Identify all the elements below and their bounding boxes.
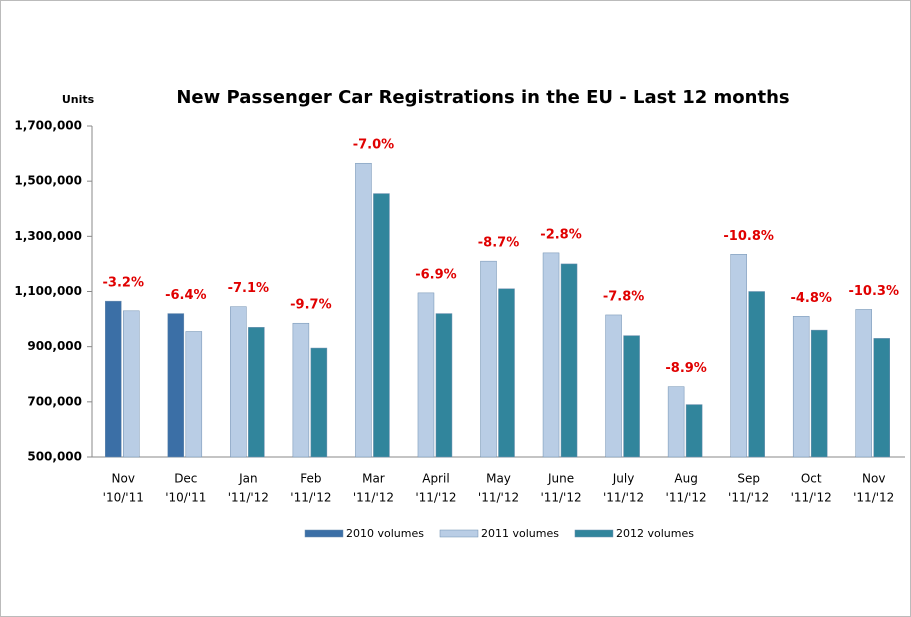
- bar: [230, 306, 247, 458]
- bar: [792, 316, 810, 458]
- bar: [685, 404, 703, 458]
- bar: [667, 386, 685, 458]
- bar: [605, 314, 622, 458]
- change-label: -6.9%: [415, 267, 456, 282]
- y-tick-label: 1,500,000: [14, 174, 82, 188]
- x-tick-sublabel: '11/'12: [228, 491, 269, 505]
- change-label: -7.1%: [228, 281, 269, 296]
- x-tick-label: Aug: [674, 472, 697, 486]
- bar: [355, 162, 372, 458]
- bar: [730, 254, 747, 458]
- bar: [123, 310, 140, 458]
- bar: [810, 329, 828, 458]
- change-label: -3.2%: [103, 276, 144, 291]
- x-tick-sublabel: '11/'12: [853, 491, 894, 505]
- bar: [185, 331, 203, 458]
- x-tick-label: Nov: [112, 472, 135, 486]
- bar: [167, 313, 185, 458]
- x-tick-sublabel: '10/'11: [103, 491, 144, 505]
- bar: [855, 309, 872, 458]
- bar: [873, 338, 890, 458]
- x-tick-label: April: [422, 472, 449, 486]
- x-tick-sublabel: '11/'12: [791, 491, 832, 505]
- bar: [373, 193, 390, 458]
- change-label: -7.0%: [353, 138, 394, 153]
- x-tick-sublabel: '11/'12: [353, 491, 394, 505]
- x-tick-sublabel: '11/'12: [728, 491, 769, 505]
- x-tick-label: July: [612, 472, 635, 486]
- bar: [435, 313, 453, 458]
- bar: [498, 288, 515, 458]
- x-tick-label: Feb: [300, 472, 321, 486]
- y-tick-label: 1,300,000: [14, 229, 82, 243]
- y-tick-label: 700,000: [27, 394, 82, 408]
- x-tick-sublabel: '11/'12: [603, 491, 644, 505]
- x-tick-label: Dec: [174, 472, 197, 486]
- bar: [560, 263, 578, 458]
- bar: [480, 260, 497, 458]
- change-label: -10.8%: [723, 229, 774, 244]
- x-tick-sublabel: '11/'12: [290, 491, 331, 505]
- legend-swatch: [574, 529, 614, 538]
- bar: [105, 300, 122, 458]
- y-tick-label: 1,100,000: [14, 284, 82, 298]
- bar: [748, 291, 765, 458]
- bar: [310, 347, 328, 458]
- x-tick-label: Nov: [862, 472, 885, 486]
- bar: [542, 252, 560, 458]
- y-tick-label: 1,700,000: [14, 119, 82, 133]
- x-tick-label: May: [486, 472, 511, 486]
- chart-title: New Passenger Car Registrations in the E…: [176, 87, 789, 108]
- legend-swatch: [304, 529, 344, 538]
- change-label: -7.8%: [603, 289, 644, 304]
- x-tick-sublabel: '11/'12: [540, 491, 581, 505]
- x-tick-label: Oct: [801, 472, 822, 486]
- change-label: -9.7%: [290, 298, 331, 313]
- change-label: -2.8%: [540, 227, 581, 242]
- legend-swatch: [439, 529, 479, 538]
- legend-label: 2012 volumes: [616, 527, 694, 540]
- bar: [417, 292, 435, 458]
- bar: [248, 327, 265, 458]
- y-tick-label: 900,000: [27, 339, 82, 353]
- legend-label: 2011 volumes: [481, 527, 559, 540]
- x-tick-sublabel: '11/'12: [415, 491, 456, 505]
- x-tick-label: Sep: [737, 472, 760, 486]
- y-axis-label: Units: [62, 93, 95, 106]
- change-label: -4.8%: [790, 291, 831, 306]
- bar: [292, 322, 310, 458]
- x-tick-label: Jan: [238, 472, 258, 486]
- change-label: -6.4%: [165, 288, 206, 303]
- legend-label: 2010 volumes: [346, 527, 424, 540]
- x-tick-sublabel: '11/'12: [478, 491, 519, 505]
- x-tick-label: Mar: [362, 472, 385, 486]
- change-label: -10.3%: [848, 284, 899, 299]
- y-tick-label: 500,000: [27, 450, 82, 464]
- change-label: -8.7%: [478, 236, 519, 251]
- x-tick-label: June: [547, 472, 574, 486]
- change-label: -8.9%: [665, 361, 706, 376]
- x-tick-sublabel: '11/'12: [666, 491, 707, 505]
- bar: [623, 335, 640, 458]
- x-tick-sublabel: '10/'11: [165, 491, 206, 505]
